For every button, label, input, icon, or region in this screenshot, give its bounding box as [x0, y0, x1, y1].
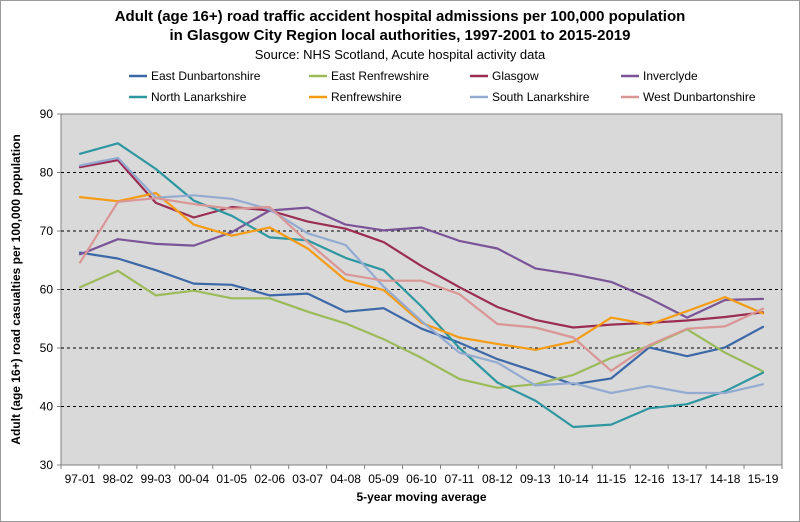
x-tick-label: 03-07 — [292, 472, 323, 486]
x-tick-label: 12-16 — [634, 472, 665, 486]
x-tick-label: 05-09 — [368, 472, 399, 486]
x-tick-label: 15-19 — [748, 472, 779, 486]
x-tick-label: 02-06 — [254, 472, 285, 486]
series-line-glasgow — [78, 159, 765, 329]
chart-subtitle: Source: NHS Scotland, Acute hospital act… — [254, 47, 546, 62]
legend-label: Inverclyde — [643, 69, 698, 83]
x-tick-label: 98-02 — [103, 472, 134, 486]
y-tick-label: 40 — [40, 400, 54, 414]
y-tick-label: 90 — [40, 107, 54, 121]
x-tick-label: 07-11 — [445, 472, 475, 486]
x-tick-label: 13-17 — [672, 472, 703, 486]
x-tick-label: 08-12 — [482, 472, 513, 486]
y-axis-title: Adult (age 16+) road casualties per 100,… — [9, 134, 23, 444]
chart-title-line-2: in Glasgow City Region local authorities… — [169, 27, 631, 44]
series-line-inverclyde — [78, 206, 765, 319]
x-tick-label: 10-14 — [558, 472, 589, 486]
x-tick-label: 09-13 — [520, 472, 551, 486]
legend-label: Glasgow — [492, 69, 539, 83]
x-tick-label: 99-03 — [141, 472, 172, 486]
y-tick-label: 30 — [40, 458, 54, 472]
series-line-south-lanarkshire — [78, 156, 765, 395]
x-tick-label: 00-04 — [178, 472, 209, 486]
y-tick-label: 80 — [40, 166, 54, 180]
x-tick-label: 11-15 — [596, 472, 626, 486]
series-line-west-dunbartonshire — [78, 197, 765, 372]
series-line-renfrewshire — [78, 191, 765, 351]
chart-title-line-1: Adult (age 16+) road traffic accident ho… — [114, 8, 686, 25]
y-tick-label: 60 — [40, 283, 54, 297]
y-tick-label: 70 — [40, 224, 54, 238]
x-tick-label: 14-18 — [710, 472, 741, 486]
series-line-east-dunbartonshire — [78, 251, 765, 386]
legend-label: South Lanarkshire — [492, 90, 590, 104]
x-axis-title: 5-year moving average — [356, 490, 486, 504]
x-tick-label: 97-01 — [65, 472, 96, 486]
legend-label: North Lanarkshire — [151, 90, 247, 104]
x-tick-label: 04-08 — [330, 472, 361, 486]
legend-label: East Renfrewshire — [331, 69, 429, 83]
legend-label: Renfrewshire — [331, 90, 402, 104]
legend-label: East Dunbartonshire — [151, 69, 261, 83]
x-tick-label: 01-05 — [216, 472, 247, 486]
y-tick-label: 50 — [40, 341, 54, 355]
x-tick-label: 06-10 — [406, 472, 437, 486]
series-line-north-lanarkshire — [78, 142, 765, 429]
legend-label: West Dunbartonshire — [643, 90, 756, 104]
